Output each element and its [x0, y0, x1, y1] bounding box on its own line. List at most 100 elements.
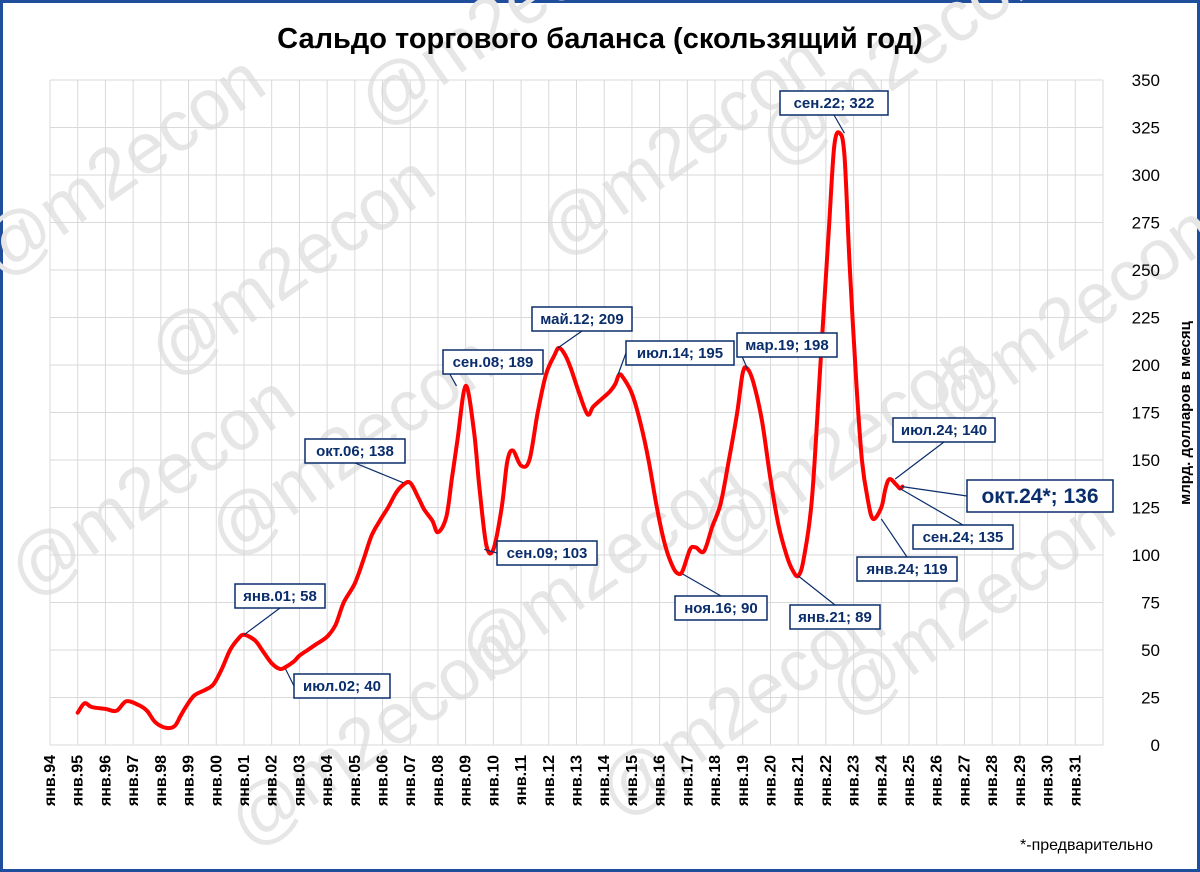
x-tick-label: янв.98 — [153, 755, 170, 807]
y-tick-label: 300 — [1132, 166, 1160, 185]
annotation-leader — [833, 114, 845, 134]
annotation-layer: янв.01; 58 июл.02; 40 окт.06; 138 сен.08; 1… — [234, 90, 1114, 699]
x-tick-label: янв.04 — [319, 755, 336, 807]
annotation-label: май.12; 209 — [540, 311, 624, 328]
annotation-label: июл.24; 140 — [901, 422, 987, 439]
grid-layer — [49, 79, 1104, 746]
annotation-box — [442, 349, 544, 375]
annotation-box — [293, 673, 391, 699]
x-tick-label: янв.97 — [125, 755, 142, 807]
x-tick-label: янв.99 — [181, 755, 198, 807]
y-tick-label: 325 — [1132, 119, 1160, 138]
annotation-leader — [880, 518, 908, 558]
y-tick-label: 250 — [1132, 261, 1160, 280]
y-tick-label: 75 — [1141, 594, 1160, 613]
y-tick-label: 150 — [1132, 451, 1160, 470]
x-tick-label: янв.31 — [1067, 755, 1084, 807]
annotation-leader — [484, 548, 498, 554]
x-tick-label: янв.12 — [541, 755, 558, 807]
x-tick-label: янв.02 — [264, 755, 281, 807]
annotation-label: июл.02; 40 — [303, 678, 381, 695]
x-tick-label: янв.09 — [458, 755, 475, 807]
annotation-label: июл.14; 195 — [637, 345, 723, 362]
y-tick-label: 175 — [1132, 404, 1160, 423]
annotation-label: сен.22; 322 — [794, 95, 875, 112]
y-tick-label: 200 — [1132, 356, 1160, 375]
x-tick-label: янв.07 — [402, 755, 419, 807]
annotation-label: сен.09; 103 — [507, 545, 588, 562]
x-tick-label: янв.19 — [735, 755, 752, 807]
annotation-leader — [682, 573, 722, 597]
x-tick-label: янв.08 — [430, 755, 447, 807]
x-tick-label: янв.29 — [1012, 755, 1029, 807]
x-tick-label: янв.25 — [901, 755, 918, 807]
annotation-label: сен.24; 135 — [923, 529, 1004, 546]
annotation-leader — [797, 575, 836, 606]
x-tick-label: янв.17 — [679, 755, 696, 807]
footnote: *-предварительно — [1020, 837, 1153, 854]
x-tick-label: янв.26 — [929, 755, 946, 807]
y-tick-label: 0 — [1151, 736, 1160, 755]
y-ticks: 0 25 50 75 100 125 150 175 200 225 250 275 300 325 350 — [1132, 71, 1160, 755]
watermark-text: @m2econ — [133, 139, 449, 393]
x-tick-label: янв.96 — [97, 755, 114, 807]
annotation-label: янв.24; 119 — [866, 561, 947, 578]
annotation-box — [674, 595, 768, 621]
annotation-leader — [354, 462, 404, 484]
x-tick-label: янв.21 — [790, 755, 807, 807]
y-tick-label: 125 — [1132, 499, 1160, 518]
x-tick-label: янв.95 — [70, 755, 87, 807]
annotation-label: янв.01; 58 — [243, 588, 317, 605]
annotation-label: янв.21; 89 — [798, 609, 872, 626]
annotation-box — [779, 90, 889, 116]
y-tick-label: 50 — [1141, 641, 1160, 660]
annotation-box — [496, 540, 598, 566]
x-tick-label: янв.03 — [291, 755, 308, 807]
annotation-leader — [557, 330, 583, 349]
annotation-label: ноя.16; 90 — [684, 600, 757, 617]
x-tick-label: янв.00 — [208, 755, 225, 807]
annotation-leader — [902, 486, 968, 497]
x-tick-label: янв.14 — [596, 755, 613, 807]
annotation-label: сен.08; 189 — [453, 354, 534, 371]
x-tick-label: янв.13 — [569, 755, 586, 807]
annotation-leader — [243, 607, 281, 636]
x-tick-label: янв.28 — [984, 755, 1001, 807]
y-tick-label: 25 — [1141, 689, 1160, 708]
annotation-box — [531, 306, 633, 332]
x-tick-label: янв.15 — [624, 755, 641, 807]
annotation-leader — [894, 441, 945, 480]
watermark-text: @m2econ — [343, 0, 659, 143]
annotation-leader — [285, 668, 295, 687]
x-tick-label: янв.11 — [513, 755, 530, 806]
annotation-label: окт.24*; 136 — [981, 485, 1098, 508]
y-tick-label: 100 — [1132, 546, 1160, 565]
y-axis-label: млрд. долларов в месяц — [1177, 320, 1194, 504]
x-tick-label: янв.94 — [42, 755, 59, 807]
annotation-box — [625, 340, 735, 366]
y-tick-label: 275 — [1132, 214, 1160, 233]
annotation-box — [856, 556, 958, 582]
y-tick-label: 350 — [1132, 71, 1160, 90]
y-tick-label: 225 — [1132, 309, 1160, 328]
x-tick-label: янв.20 — [762, 755, 779, 807]
x-tick-label: янв.27 — [956, 755, 973, 807]
x-tick-label: янв.01 — [236, 755, 253, 807]
annotation-box — [966, 479, 1114, 513]
annotation-box — [912, 524, 1014, 550]
x-tick-label: янв.24 — [873, 755, 890, 807]
annotation-leader — [617, 352, 627, 375]
x-tick-label: янв.22 — [818, 755, 835, 807]
x-tick-label: янв.30 — [1040, 755, 1057, 807]
x-tick-label: янв.16 — [652, 755, 669, 807]
annotation-box — [234, 583, 326, 609]
x-ticks: янв.94 янв.95 янв.96 янв.97 янв.98 янв.99 янв.… — [42, 755, 1084, 807]
annotation-box — [736, 332, 838, 358]
x-tick-label: янв.06 — [375, 755, 392, 807]
x-tick-label: янв.10 — [485, 755, 502, 807]
annotation-label: окт.06; 138 — [316, 443, 394, 460]
annotation-box — [304, 438, 406, 464]
annotation-box — [892, 417, 996, 443]
